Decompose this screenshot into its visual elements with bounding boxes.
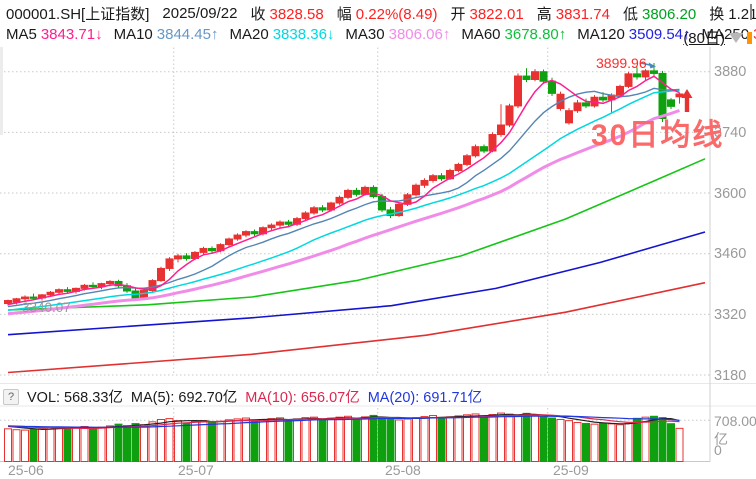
vol-tick-max: 708.00亿: [714, 413, 756, 447]
volume-legend: ? VOL: 568.33亿 MA(5): 692.70亿 MA(10): 656.0…: [3, 386, 482, 407]
ma-label: MA10: [113, 26, 153, 43]
x-label-sep: 25-09: [553, 462, 589, 478]
ma-value: 3806.06↑: [388, 26, 451, 43]
y-tick: 3880: [714, 64, 747, 80]
vol-ma20-value: 691.71亿: [423, 390, 483, 406]
quote-header: 000001.SH[上证指数] 2025/09/22 收 3828.58 幅 0.2…: [6, 3, 756, 24]
x-label-jul: 25-07: [178, 462, 214, 478]
ma-value: 3844.45↑: [156, 26, 219, 43]
ma-indicator-ma60[interactable]: MA60 3678.80↑: [461, 26, 566, 43]
quote-date: 2025/09/22: [162, 5, 238, 22]
vol-ma20-line: [7, 415, 680, 428]
vol-ma20-label: MA(20):: [367, 390, 420, 406]
ma-indicator-ma20[interactable]: MA20 3838.36↓: [230, 26, 335, 43]
vol-ma5-value: 692.70亿: [178, 390, 238, 406]
close-value: 3828.58: [269, 6, 324, 23]
annotation-layer: [640, 62, 693, 112]
period-label[interactable]: (80日): [683, 30, 725, 47]
change-value: 0.22%(8.49): [355, 6, 438, 23]
chevron-down-icon[interactable]: [729, 32, 743, 43]
vol-ma10-label: MA(10):: [245, 390, 297, 406]
low-price-annotation: 3340.07: [22, 300, 71, 315]
ma-label: MA20: [229, 26, 269, 43]
close-label: 收: [250, 6, 266, 23]
ma-value: 3843.71↓: [40, 26, 103, 43]
x-label-jun: 25-06: [8, 462, 44, 478]
ma-value: 3678.80↑: [504, 26, 567, 43]
vol-tick-zero: 0: [714, 442, 722, 458]
ma10-line: [7, 87, 680, 308]
ma30-annotation: 30日均线: [591, 119, 725, 152]
vol-label: VOL:: [27, 390, 61, 406]
ma-value: 3509.54↑: [628, 26, 691, 43]
ma-label: MA5: [6, 26, 37, 43]
ma-label: MA30: [345, 26, 385, 43]
period-selector[interactable]: (80日): [683, 27, 752, 48]
ma-value: 3838.36↓: [272, 26, 335, 43]
y-tick: 3320: [714, 307, 747, 323]
latest-up-marker: [681, 89, 693, 112]
long-ma-layer: [7, 158, 706, 374]
open-label: 开: [450, 6, 466, 23]
high-label: 高: [536, 6, 552, 23]
ma60-line: [7, 158, 706, 311]
open-value: 3822.01: [469, 6, 524, 23]
ma5-line: [7, 75, 680, 306]
ma-legend-bar: MA5 3843.71↓ MA10 3844.45↑ MA20 3838.36↓ MA30 3…: [6, 26, 756, 43]
vol-value: 568.33亿: [64, 390, 123, 406]
change-label: 幅: [336, 6, 352, 23]
y-tick: 3180: [714, 368, 747, 384]
y-tick: 3460: [714, 246, 747, 262]
ma20-line: [7, 89, 680, 311]
turnover-value: 1.21%: [728, 6, 756, 23]
ma-indicator-ma120[interactable]: MA120 3509.54↑: [577, 26, 690, 43]
ma250-line: [7, 281, 706, 374]
help-icon[interactable]: ?: [3, 388, 19, 405]
ma30-line: [7, 109, 680, 316]
high-arrow-head: [648, 62, 656, 69]
high-price-annotation: 3899.96: [596, 55, 647, 71]
left-edge-strip: [0, 47, 3, 135]
short-ma-layer: [7, 75, 680, 316]
ma-indicator-ma30[interactable]: MA30 3806.06↑: [345, 26, 450, 43]
vol-ma5-label: MA(5):: [130, 390, 175, 406]
ma-value: 3393.42↑: [753, 26, 756, 43]
ma-label: MA120: [577, 26, 625, 43]
low-value: 3806.20: [641, 6, 697, 23]
high-value: 3831.74: [555, 6, 610, 23]
vol-ma10-value: 656.07亿: [300, 390, 360, 406]
ma-label: MA60: [461, 26, 501, 43]
symbol-name[interactable]: 000001.SH[上证指数]: [6, 6, 150, 23]
edge-chip: [747, 31, 752, 44]
y-tick: 3600: [714, 186, 747, 202]
volume-layer: [4, 412, 684, 463]
y-tick: 3740: [714, 125, 747, 141]
volume-ma-layer: [7, 413, 680, 431]
turnover-label: 换: [709, 6, 725, 23]
header-divider: [750, 4, 752, 20]
low-label: 低: [622, 6, 638, 23]
ma-indicator-ma5[interactable]: MA5 3843.71↓: [6, 26, 103, 43]
x-label-aug: 25-08: [385, 462, 421, 478]
ma120-line: [7, 231, 706, 336]
ma-indicator-ma10[interactable]: MA10 3844.45↑: [114, 26, 219, 43]
